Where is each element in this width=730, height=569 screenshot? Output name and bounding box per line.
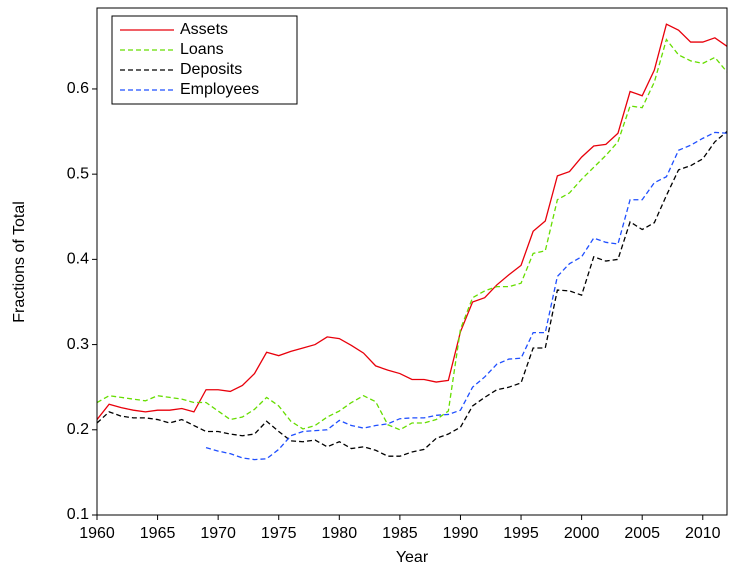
legend-box [111, 15, 298, 105]
x-tick-label: 1970 [200, 525, 236, 542]
x-axis-label: Year [396, 549, 429, 566]
y-tick-label: 0.1 [67, 506, 89, 523]
series-line [96, 131, 728, 457]
series-line [96, 38, 728, 431]
legend-label: Assets [180, 21, 228, 38]
y-tick-label: 0.2 [67, 421, 89, 438]
y-tick-label: 0.4 [67, 251, 89, 268]
x-tick-label: 1980 [322, 525, 358, 542]
series-line [205, 131, 728, 461]
x-tick-label: 1985 [382, 525, 418, 542]
legend-label: Loans [180, 41, 224, 58]
y-tick-label: 0.3 [67, 336, 89, 353]
plot-frame [96, 7, 728, 516]
x-tick-label: 2005 [624, 525, 660, 542]
legend-label: Deposits [180, 61, 242, 78]
y-axis-label: Fractions of Total [11, 201, 28, 323]
x-tick-label: 1995 [503, 525, 539, 542]
x-tick-label: 2000 [564, 525, 600, 542]
y-tick-label: 0.6 [67, 80, 89, 97]
x-tick-label: 2010 [685, 525, 721, 542]
x-tick-label: 1960 [79, 525, 115, 542]
x-tick-label: 1965 [140, 525, 176, 542]
x-tick-label: 1975 [261, 525, 297, 542]
legend-label: Employees [180, 81, 259, 98]
x-tick-label: 1990 [443, 525, 479, 542]
series-line [96, 23, 728, 420]
y-tick-label: 0.5 [67, 165, 89, 182]
